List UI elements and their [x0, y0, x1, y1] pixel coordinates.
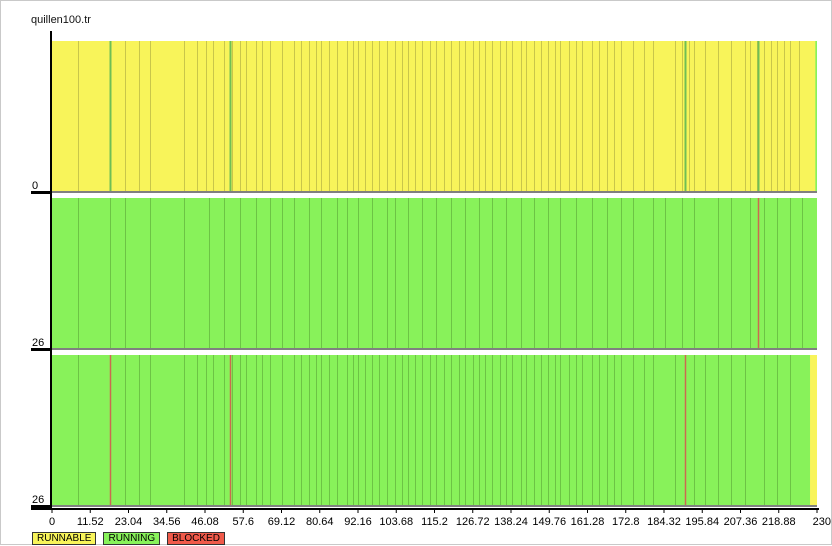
x-tick-label: 138.24	[494, 516, 528, 528]
row-background	[52, 198, 817, 348]
x-tick-label: 230	[813, 516, 831, 528]
x-tick-label: 149.76	[532, 516, 566, 528]
x-tick-label: 69.12	[268, 516, 296, 528]
x-tick-label: 46.08	[191, 516, 219, 528]
x-tick-label: 0	[49, 516, 55, 528]
row-background	[52, 355, 817, 505]
thread-row-1: 26	[31, 198, 817, 351]
row-background	[52, 41, 817, 191]
legend-running: RUNNING	[103, 532, 161, 545]
x-tick-label: 80.64	[306, 516, 334, 528]
x-tick-label: 218.88	[762, 516, 796, 528]
legend-blocked: BLOCKED	[167, 532, 225, 545]
x-tick-label: 184.32	[647, 516, 681, 528]
x-tick-label: 126.72	[456, 516, 490, 528]
x-tick-label: 23.04	[115, 516, 143, 528]
thread-row-2: 26	[31, 355, 817, 508]
state-legend: RUNNABLE RUNNING BLOCKED	[32, 532, 225, 545]
x-tick-label: 207.36	[724, 516, 758, 528]
trace-file-title: quillen100.tr	[31, 14, 91, 26]
x-tick-label: 161.28	[571, 516, 605, 528]
axis-layer: 0 11.52 23.04 34.56 46.08 57.6 69.12 80.64 92.16…	[31, 31, 831, 528]
row-label: 26	[32, 494, 44, 506]
row-label: 26	[32, 337, 44, 349]
x-tick-label: 57.6	[233, 516, 254, 528]
x-tick-label: 34.56	[153, 516, 181, 528]
x-tick-label: 11.52	[77, 516, 104, 528]
thread-row-0: 0	[31, 41, 817, 194]
x-tick-label: 103.68	[379, 516, 413, 528]
row-tail-segment	[815, 41, 817, 191]
legend-runnable: RUNNABLE	[32, 532, 97, 545]
x-tick-label: 172.8	[612, 516, 640, 528]
x-tick-label: 195.84	[685, 516, 719, 528]
row-label: 0	[32, 180, 38, 192]
x-tick-label: 92.16	[344, 516, 372, 528]
rows-layer: 0 26 26	[31, 41, 817, 508]
row-tail-segment	[810, 355, 817, 505]
x-tick-label: 115.2	[421, 516, 448, 528]
